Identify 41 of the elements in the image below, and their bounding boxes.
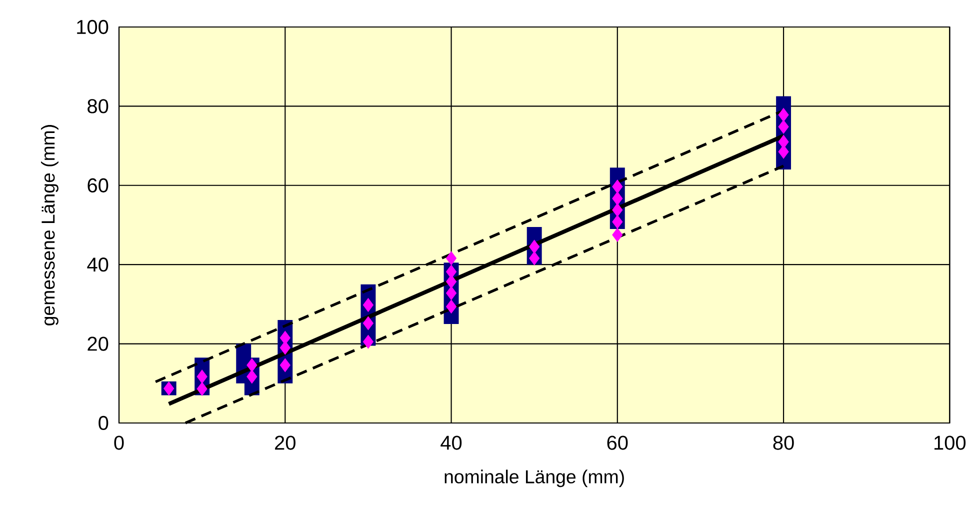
point bbox=[778, 120, 789, 134]
point bbox=[362, 316, 374, 330]
point bbox=[529, 251, 540, 266]
y-axis-title: gemessene Länge (mm) bbox=[41, 125, 58, 326]
x-tick-label: 60 bbox=[607, 436, 628, 450]
point bbox=[446, 286, 457, 300]
point bbox=[612, 228, 623, 242]
y-tick-label: 0 bbox=[98, 416, 108, 430]
point bbox=[612, 192, 623, 206]
x-tick-label: 100 bbox=[934, 436, 966, 450]
point bbox=[196, 370, 208, 384]
point bbox=[196, 382, 208, 396]
point bbox=[778, 134, 789, 149]
point bbox=[246, 370, 258, 384]
point bbox=[446, 264, 457, 279]
x-axis-title: nominale Länge (mm) bbox=[444, 470, 624, 488]
x-tick-label: 20 bbox=[275, 436, 296, 450]
y-tick-label: 40 bbox=[87, 258, 108, 272]
point bbox=[446, 300, 457, 314]
point bbox=[280, 330, 290, 345]
y-tick-label: 60 bbox=[88, 178, 108, 192]
point bbox=[778, 144, 789, 159]
y-tick-label: 100 bbox=[77, 20, 108, 34]
point bbox=[612, 203, 623, 217]
point bbox=[612, 180, 623, 194]
point bbox=[280, 340, 290, 355]
y-tick-label: 80 bbox=[88, 99, 108, 114]
point bbox=[529, 240, 540, 254]
point bbox=[362, 298, 374, 312]
point bbox=[280, 358, 290, 372]
point bbox=[612, 214, 623, 229]
x-tick-label: 80 bbox=[773, 436, 794, 450]
point bbox=[246, 358, 258, 372]
point bbox=[362, 334, 374, 349]
y-tick-label: 20 bbox=[88, 336, 108, 351]
point bbox=[446, 274, 457, 289]
point bbox=[778, 108, 789, 122]
x-tick-label: 0 bbox=[114, 436, 124, 450]
x-tick-label: 40 bbox=[440, 436, 462, 450]
point bbox=[446, 251, 457, 266]
point bbox=[164, 382, 174, 396]
